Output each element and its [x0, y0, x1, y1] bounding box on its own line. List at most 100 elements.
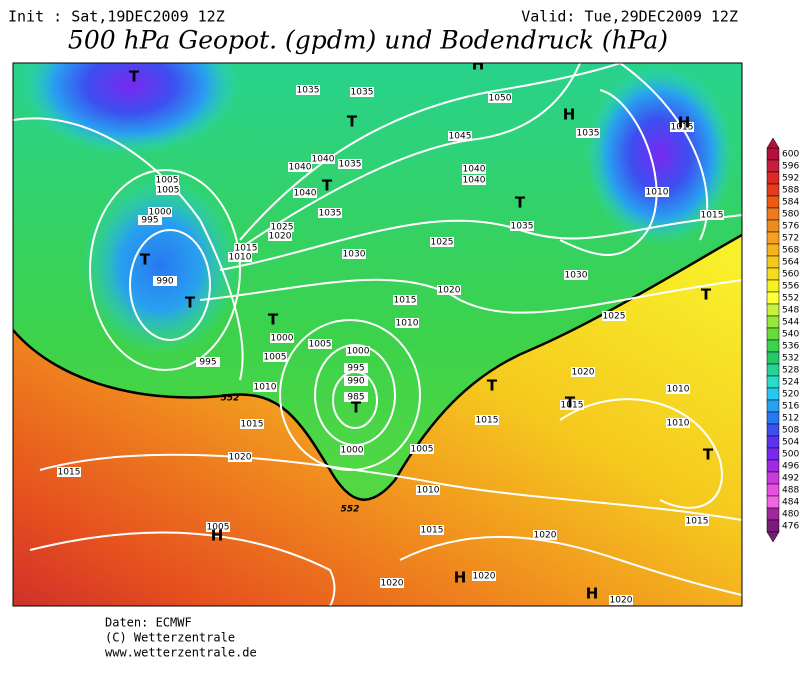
legend-swatch [766, 207, 780, 221]
label-box [420, 525, 444, 535]
label-box [155, 175, 179, 185]
isobar-label: 1005 [207, 523, 230, 533]
legend-label: 496 [782, 462, 799, 472]
label-box [57, 467, 81, 477]
label-box [437, 285, 461, 295]
legend-swatch [766, 279, 780, 293]
init-time: Init : Sat,19DEC2009 12Z [8, 8, 225, 26]
label-box [533, 530, 557, 540]
isobar-label: 1020 [572, 368, 595, 378]
label-box [685, 516, 709, 526]
isobar-label: 1040 [312, 155, 335, 165]
label-box [340, 445, 364, 455]
isobar-label: 1005 [309, 340, 332, 350]
isobar-label: 1045 [449, 132, 472, 142]
label-box [308, 339, 332, 349]
label-box [448, 131, 472, 141]
legend-label: 580 [782, 210, 799, 220]
pressure-center: T [129, 68, 140, 86]
legend-end [766, 531, 780, 543]
legend-swatch [766, 411, 780, 425]
legend-swatch [766, 495, 780, 509]
isobar-label: 1000 [149, 208, 172, 218]
legend-swatch [766, 459, 780, 473]
isobar-label: 1010 [667, 419, 690, 429]
isobar-label: 1010 [229, 253, 252, 263]
legend-label: 564 [782, 258, 799, 268]
legend-swatch [766, 147, 780, 161]
label-box [645, 187, 669, 197]
label-box [311, 154, 335, 164]
isobar-label: 1025 [603, 312, 626, 322]
label-box [338, 159, 362, 169]
label-box [395, 318, 419, 328]
pressure-center: T [703, 446, 714, 464]
label-box [228, 252, 252, 262]
isobar-label: 1005 [411, 445, 434, 455]
pressure-center: T [268, 311, 279, 329]
label-box [270, 333, 294, 343]
legend-label: 588 [782, 186, 799, 196]
pressure-center: T [347, 113, 358, 131]
isobar-label: 990 [156, 277, 173, 287]
isobar-label: 1005 [156, 176, 179, 186]
legend-swatch [766, 291, 780, 305]
isobar-label: 1030 [343, 250, 366, 260]
valid-time: Valid: Tue,29DEC2009 12Z [521, 8, 738, 26]
isobar-label: 1035 [319, 209, 342, 219]
legend-label: 500 [782, 450, 799, 460]
legend-swatch [766, 231, 780, 245]
pressure-center: H [586, 585, 599, 603]
isobar-label: 1010 [254, 383, 277, 393]
legend-label: 476 [782, 522, 799, 532]
legend-swatch [766, 315, 780, 329]
isobar-label: 1015 [671, 123, 694, 133]
contour-552 [13, 233, 742, 501]
legend-swatch [766, 375, 780, 389]
legend-label: 488 [782, 486, 799, 496]
pressure-center: T [185, 294, 196, 312]
legend-label: 480 [782, 510, 799, 520]
label-box [666, 384, 690, 394]
isobar-label: 1010 [646, 188, 669, 198]
isobar-label: 1040 [463, 176, 486, 186]
label-box [196, 357, 220, 367]
legend-label: 576 [782, 222, 799, 232]
label-box [240, 419, 264, 429]
legend-label: 568 [782, 246, 799, 256]
label-box [153, 276, 177, 286]
label-box [609, 595, 633, 605]
pressure-center: T [351, 399, 362, 417]
label-box [430, 237, 454, 247]
legend-swatch [766, 471, 780, 485]
isobar-label: 1020 [269, 232, 292, 242]
isobar-label: 1010 [396, 319, 419, 329]
isobar-label: 1010 [417, 486, 440, 496]
legend-swatch [766, 483, 780, 497]
legend-label: 544 [782, 318, 799, 328]
contour-label: 552 [221, 394, 240, 404]
label-box [263, 352, 287, 362]
label-box [380, 578, 404, 588]
isobar-label: 1000 [347, 347, 370, 357]
isobar-label: 1050 [489, 94, 512, 104]
isobar-label: 1030 [565, 271, 588, 281]
legend-swatch [766, 255, 780, 269]
legend-swatch [766, 171, 780, 185]
label-box [510, 221, 534, 231]
isobar-label: 995 [141, 216, 158, 226]
label-box [560, 400, 584, 410]
legend-label: 560 [782, 270, 799, 280]
isobar-label: 985 [347, 393, 364, 403]
contour-label: 552 [341, 505, 360, 515]
label-box [666, 418, 690, 428]
pressure-center: H [472, 56, 485, 74]
legend-label: 572 [782, 234, 799, 244]
label-box [571, 367, 595, 377]
isobar-label: 1025 [271, 223, 294, 233]
legend-label: 600 [782, 150, 799, 160]
label-box [416, 485, 440, 495]
label-box [344, 363, 368, 373]
label-box [268, 231, 292, 241]
